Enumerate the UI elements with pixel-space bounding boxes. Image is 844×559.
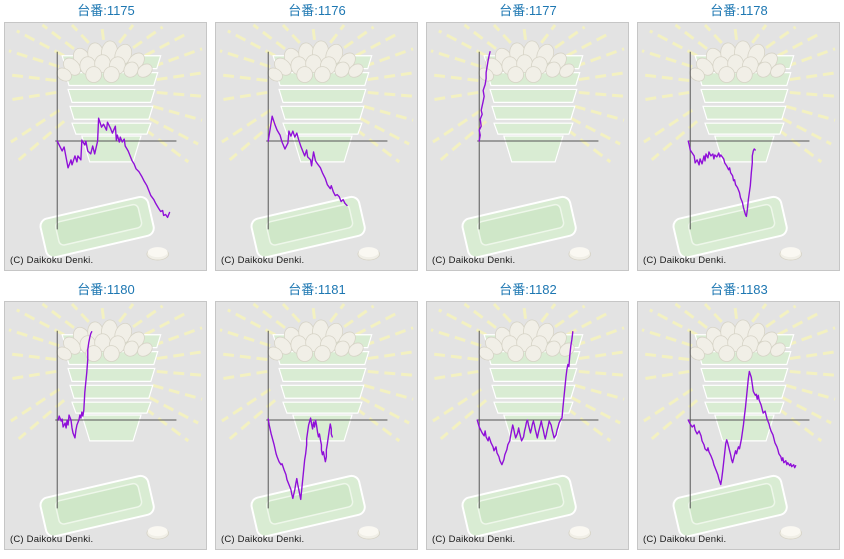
slump-line	[267, 115, 348, 207]
slump-line	[687, 140, 756, 218]
slump-graph	[216, 302, 417, 541]
slump-graph-box: (C) Daikoku Denki.	[426, 22, 629, 271]
copyright-text: (C) Daikoku Denki.	[10, 534, 94, 545]
machine-number-link[interactable]: 台番:1176	[288, 3, 346, 18]
slump-graph	[638, 23, 839, 262]
machine-number-link[interactable]: 台番:1178	[710, 3, 768, 18]
slump-line	[476, 331, 574, 466]
slump-graph	[427, 302, 628, 541]
machine-watermark	[427, 23, 628, 262]
slump-graph-box: (C) Daikoku Denki.	[637, 22, 840, 271]
machine-panel: 台番:1183 (C) Daikoku Denki.	[633, 279, 844, 558]
slump-line	[478, 51, 491, 142]
copyright-text: (C) Daikoku Denki.	[643, 534, 727, 545]
machine-panel: 台番:1175 (C) Daikoku Denki.	[0, 0, 211, 279]
machine-panel: 台番:1180 (C) Daikoku Denki.	[0, 279, 211, 558]
machine-panel: 台番:1181 (C) Daikoku Denki.	[211, 279, 422, 558]
machine-number-link[interactable]: 台番:1180	[77, 282, 135, 297]
machine-number-link[interactable]: 台番:1175	[77, 3, 135, 18]
slump-graph-box: (C) Daikoku Denki.	[4, 301, 207, 550]
machine-watermark	[216, 23, 417, 262]
machine-watermark	[638, 23, 839, 262]
copyright-text: (C) Daikoku Denki.	[221, 534, 305, 545]
slump-line	[687, 370, 797, 486]
machine-number-link[interactable]: 台番:1177	[499, 3, 557, 18]
slump-graph	[216, 23, 417, 262]
slump-graph	[427, 23, 628, 262]
machine-watermark	[5, 23, 206, 262]
slump-graph-box: (C) Daikoku Denki.	[4, 22, 207, 271]
slump-graph	[5, 302, 206, 541]
copyright-text: (C) Daikoku Denki.	[643, 255, 727, 266]
slump-line	[267, 417, 333, 501]
machine-watermark	[5, 302, 206, 541]
machine-number-link[interactable]: 台番:1182	[499, 282, 557, 297]
copyright-text: (C) Daikoku Denki.	[221, 255, 305, 266]
slump-line	[57, 331, 93, 439]
machine-panel: 台番:1178 (C) Daikoku Denki.	[633, 0, 844, 279]
slump-line	[56, 117, 171, 219]
machine-number-link[interactable]: 台番:1181	[288, 282, 346, 297]
slump-graph	[638, 302, 839, 541]
machine-number-link[interactable]: 台番:1183	[710, 282, 768, 297]
slump-graph-box: (C) Daikoku Denki.	[637, 301, 840, 550]
slump-graph	[5, 23, 206, 262]
copyright-text: (C) Daikoku Denki.	[10, 255, 94, 266]
machine-panel: 台番:1176 (C) Daikoku Denki.	[211, 0, 422, 279]
machine-panel: 台番:1177 (C) Daikoku Denki.	[422, 0, 633, 279]
machine-panel: 台番:1182 (C) Daikoku Denki.	[422, 279, 633, 558]
slump-graph-box: (C) Daikoku Denki.	[215, 22, 418, 271]
copyright-text: (C) Daikoku Denki.	[432, 255, 516, 266]
machine-watermark	[216, 302, 417, 541]
copyright-text: (C) Daikoku Denki.	[432, 534, 516, 545]
machine-watermark	[638, 302, 839, 541]
slump-graph-box: (C) Daikoku Denki.	[426, 301, 629, 550]
slump-graph-box: (C) Daikoku Denki.	[215, 301, 418, 550]
